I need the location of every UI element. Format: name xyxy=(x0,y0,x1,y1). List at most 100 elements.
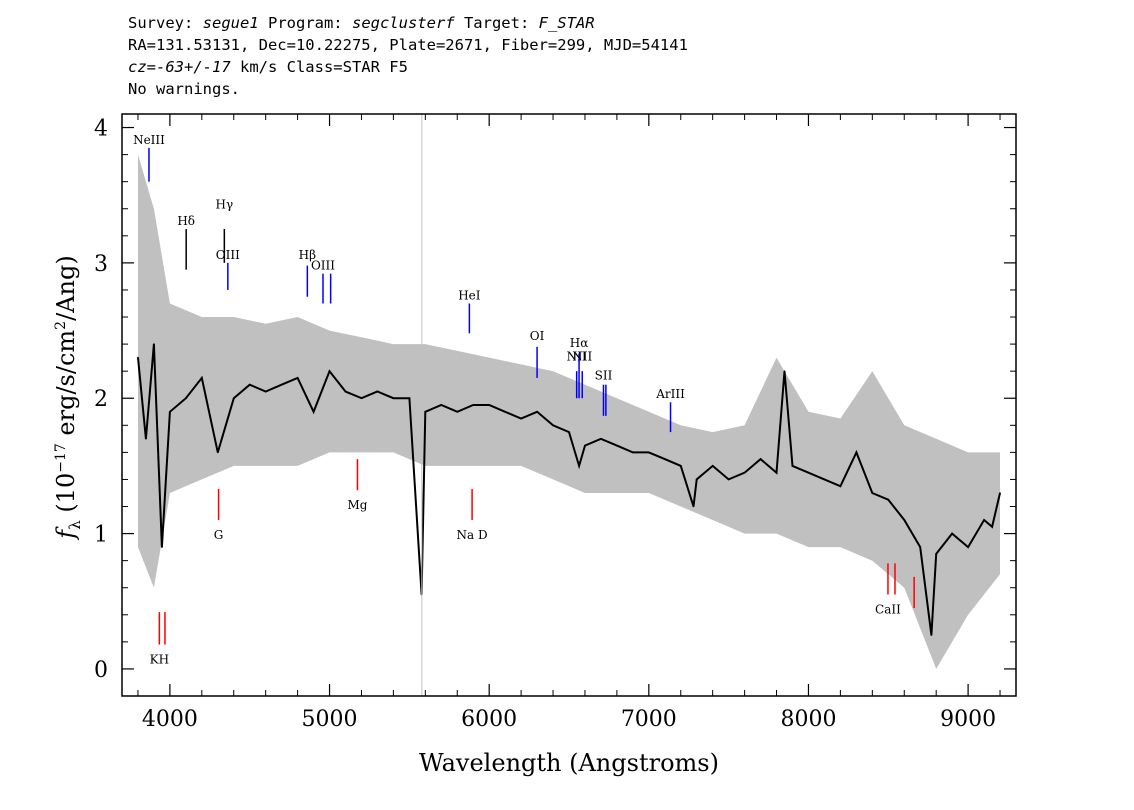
flux-point xyxy=(201,377,203,379)
x-tick-label: 9000 xyxy=(940,707,996,732)
program-key: Program: xyxy=(258,14,352,32)
flux-point xyxy=(137,356,139,359)
flux-point xyxy=(983,519,985,521)
flux-point xyxy=(823,478,826,481)
line-marker-label: NeIII xyxy=(133,133,165,147)
flux-point xyxy=(632,451,634,454)
flux-point xyxy=(424,411,427,413)
flux-point xyxy=(488,404,491,406)
survey-key: Survey: xyxy=(128,14,203,32)
line-marker-label: Hγ xyxy=(216,198,234,212)
y-tick-label: 3 xyxy=(94,252,108,277)
line-marker-label: NII xyxy=(572,349,592,363)
flux-point xyxy=(692,505,695,508)
flux-point xyxy=(185,397,187,400)
line-marker-label: G xyxy=(214,528,224,542)
y-tick-label: 0 xyxy=(94,658,108,683)
line-marker-label: Na D xyxy=(457,528,488,542)
flux-point xyxy=(169,411,171,413)
line-marker-label: Hα xyxy=(570,336,589,350)
flux-point xyxy=(743,471,746,474)
y-axis-title-exp2: 2 xyxy=(53,321,69,330)
flux-point xyxy=(312,411,315,413)
flux-point xyxy=(296,377,299,379)
line-marker-label: Mg xyxy=(347,498,367,512)
flux-point xyxy=(855,451,858,454)
line-marker-label: SII xyxy=(595,368,613,382)
flux-point xyxy=(456,411,459,413)
flux-point xyxy=(951,532,953,535)
spectrum-header: Survey: segue1 Program: segclusterf Targ… xyxy=(128,12,688,100)
flux-point xyxy=(783,370,786,373)
flux-point xyxy=(264,390,267,393)
x-tick-label: 4000 xyxy=(142,707,198,732)
flux-point xyxy=(392,397,395,400)
y-tick-label: 2 xyxy=(94,387,108,412)
error-series xyxy=(138,154,1000,669)
flux-point xyxy=(648,451,650,454)
flux-point xyxy=(887,498,890,501)
flux-point xyxy=(360,397,363,400)
flux-point xyxy=(568,431,570,433)
flux-point xyxy=(520,417,522,420)
flux-point xyxy=(578,465,580,467)
flux-point xyxy=(600,438,602,440)
x-axis-title: Wavelength (Angstroms) xyxy=(419,749,719,777)
flux-point xyxy=(839,485,842,488)
flux-point xyxy=(903,519,906,521)
header-line-warnings: No warnings. xyxy=(128,80,240,98)
line-marker-label: ArIII xyxy=(655,387,685,401)
flux-point xyxy=(280,383,283,386)
header-line-redshift: cz=-63+/-17 km/s Class=STAR F5 xyxy=(128,56,688,78)
program-value: segclusterf xyxy=(351,14,455,32)
flux-point xyxy=(161,546,163,548)
flux-point xyxy=(376,390,379,393)
y-axis-title: fλ (10−17 erg/s/cm2/Ang) xyxy=(52,255,84,540)
flux-point xyxy=(440,404,443,406)
plot-frame xyxy=(121,113,1017,697)
error-band xyxy=(138,154,1000,669)
line-marker-label: OIII xyxy=(216,248,240,262)
flux-point xyxy=(791,465,794,467)
flux-point xyxy=(930,634,933,636)
flux-point xyxy=(695,478,698,481)
flux-point xyxy=(871,492,874,494)
flux-point xyxy=(536,411,538,413)
header-line-survey: Survey: segue1 Program: segclusterf Targ… xyxy=(128,12,688,34)
flux-point xyxy=(504,411,506,413)
y-tick-label: 1 xyxy=(94,523,108,548)
flux-point xyxy=(935,553,937,555)
flux-point xyxy=(919,546,921,548)
flux-point xyxy=(233,397,235,400)
flux-point xyxy=(408,397,411,400)
redshift-value: cz=-63+/-17 xyxy=(128,58,231,76)
line-marker-label: CaII xyxy=(875,602,901,616)
flux-point xyxy=(217,451,219,454)
y-axis-title-close: /Ang) xyxy=(52,255,80,321)
y-axis-title-exp: −17 xyxy=(53,443,69,473)
flux-point xyxy=(248,383,251,386)
header-line-coordinates: RA=131.53131, Dec=10.22275, Plate=2671, … xyxy=(128,36,688,54)
y-axis-title-mid: erg/s/cm xyxy=(52,330,80,444)
flux-point xyxy=(991,526,993,528)
survey-value: segue1 xyxy=(202,14,259,32)
flux-point xyxy=(775,471,778,474)
flux-point xyxy=(552,424,554,427)
flux-point xyxy=(999,492,1001,494)
line-marker-label: HeI xyxy=(458,288,481,302)
target-key: Target: xyxy=(454,14,539,32)
flux-point xyxy=(680,465,682,467)
axis-ticks: 4000 5000 6000 7000 8000 9000 0 1 2 3 4 xyxy=(94,114,1016,732)
flux-point xyxy=(727,478,730,481)
y-tick-label: 4 xyxy=(94,117,108,142)
flux-point xyxy=(967,546,969,548)
flux-point xyxy=(584,444,586,447)
flux-point xyxy=(153,343,155,345)
line-marker-label: OIII xyxy=(311,259,335,273)
target-value: F_STAR xyxy=(538,14,595,32)
flux-point xyxy=(664,458,666,460)
line-marker-label: NII xyxy=(567,349,587,363)
flux-point xyxy=(145,438,147,440)
